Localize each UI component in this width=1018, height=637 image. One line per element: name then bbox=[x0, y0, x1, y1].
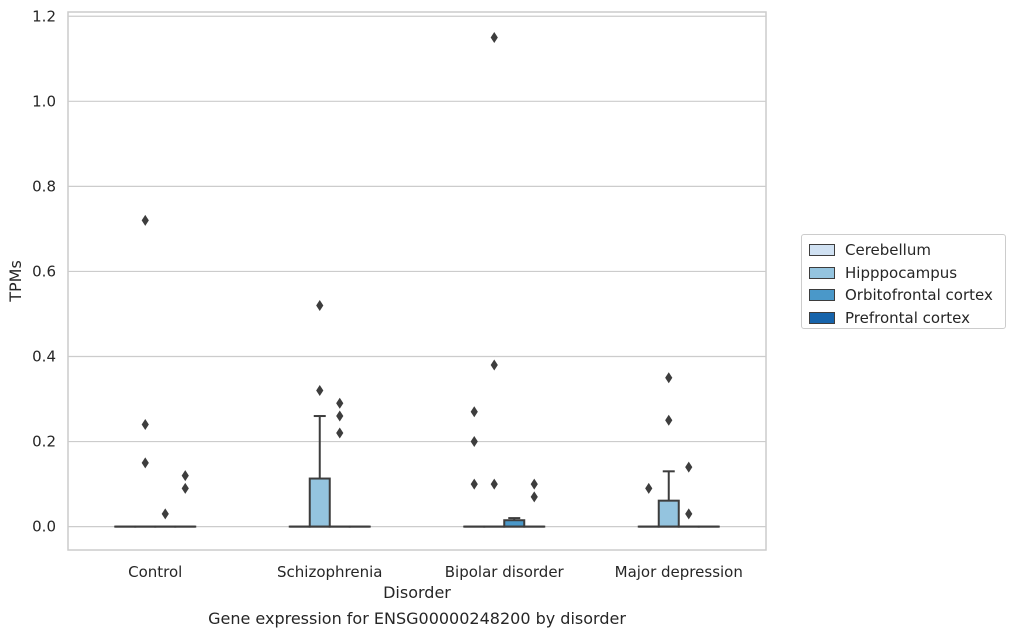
legend-label: Orbitofrontal cortex bbox=[845, 286, 993, 305]
box-cerebellum bbox=[463, 406, 486, 528]
outlier-point bbox=[181, 482, 189, 494]
outlier-point bbox=[470, 436, 478, 448]
outlier-point bbox=[490, 359, 498, 371]
legend-label: Hipppocampus bbox=[845, 263, 958, 282]
outlier-point bbox=[490, 478, 498, 490]
x-tick-label: Bipolar disorder bbox=[445, 563, 565, 581]
legend-item: Prefrontal cortex bbox=[809, 307, 1005, 330]
box-hipppocampus bbox=[134, 214, 157, 528]
outlier-point bbox=[470, 406, 478, 418]
outlier-point bbox=[161, 508, 169, 520]
gridlines bbox=[68, 15, 766, 528]
y-tick-label: 0.0 bbox=[32, 518, 56, 536]
x-tick-label: Control bbox=[128, 563, 182, 581]
legend-swatch bbox=[809, 244, 835, 257]
outlier-point bbox=[181, 470, 189, 482]
box-orbitofrontal-cortex bbox=[503, 517, 526, 528]
outlier-point bbox=[141, 419, 149, 431]
box-hipppocampus bbox=[483, 32, 506, 528]
y-tick-labels: 0.0 0.2 0.4 0.6 0.8 1.0 1.2 bbox=[32, 7, 56, 535]
outlier-point bbox=[316, 299, 324, 311]
outlier-point bbox=[685, 461, 693, 473]
legend-label: Cerebellum bbox=[845, 241, 931, 260]
x-tick-labels: Control Schizophrenia Bipolar disorder Majo… bbox=[128, 563, 743, 581]
box-orbitofrontal-cortex bbox=[677, 461, 700, 528]
y-tick-label: 0.8 bbox=[32, 177, 56, 195]
box-hipppocampus bbox=[308, 299, 331, 528]
x-axis-label: Disorder bbox=[383, 583, 451, 602]
box bbox=[308, 477, 331, 528]
outlier-point bbox=[665, 372, 673, 384]
box-prefrontal-cortex bbox=[174, 470, 197, 528]
legend-item: Cerebellum bbox=[809, 239, 1005, 262]
outlier-point bbox=[336, 427, 344, 439]
box-groups bbox=[114, 32, 720, 528]
x-tick-label: Major depression bbox=[615, 563, 743, 581]
outlier-point bbox=[490, 32, 498, 44]
chart-caption: Gene expression for ENSG00000248200 by d… bbox=[208, 609, 626, 628]
outlier-point bbox=[141, 214, 149, 226]
y-tick-label: 1.0 bbox=[32, 92, 56, 110]
legend-swatch bbox=[809, 289, 835, 302]
plot-frame bbox=[67, 11, 767, 551]
outlier-point bbox=[336, 397, 344, 409]
y-tick-label: 0.4 bbox=[32, 347, 56, 365]
legend-item: Hipppocampus bbox=[809, 262, 1005, 285]
box-orbitofrontal-cortex bbox=[328, 397, 351, 528]
outlier-point bbox=[685, 508, 693, 520]
outlier-point bbox=[141, 457, 149, 469]
box-cerebellum bbox=[637, 482, 660, 528]
x-tick-label: Schizophrenia bbox=[277, 563, 382, 581]
legend-swatch bbox=[809, 266, 835, 279]
y-tick-label: 0.2 bbox=[32, 433, 56, 451]
legend-item: Orbitofrontal cortex bbox=[809, 284, 1005, 307]
box-hipppocampus bbox=[657, 372, 680, 528]
y-tick-label: 1.2 bbox=[32, 7, 56, 25]
y-axis-label: TPMs bbox=[6, 260, 25, 303]
outlier-point bbox=[665, 414, 673, 426]
legend-label: Prefrontal cortex bbox=[845, 308, 970, 327]
legend-swatch bbox=[809, 311, 835, 324]
outlier-point bbox=[316, 385, 324, 397]
legend: Cerebellum Hipppocampus Orbitofrontal cort… bbox=[801, 234, 1006, 329]
box-prefrontal-cortex bbox=[523, 478, 546, 528]
outlier-point bbox=[530, 478, 538, 490]
outlier-point bbox=[470, 478, 478, 490]
box-orbitofrontal-cortex bbox=[154, 508, 177, 528]
box bbox=[657, 499, 680, 528]
outlier-point bbox=[530, 491, 538, 503]
y-tick-label: 0.6 bbox=[32, 262, 56, 280]
outlier-point bbox=[336, 410, 344, 422]
outlier-point bbox=[645, 482, 653, 494]
